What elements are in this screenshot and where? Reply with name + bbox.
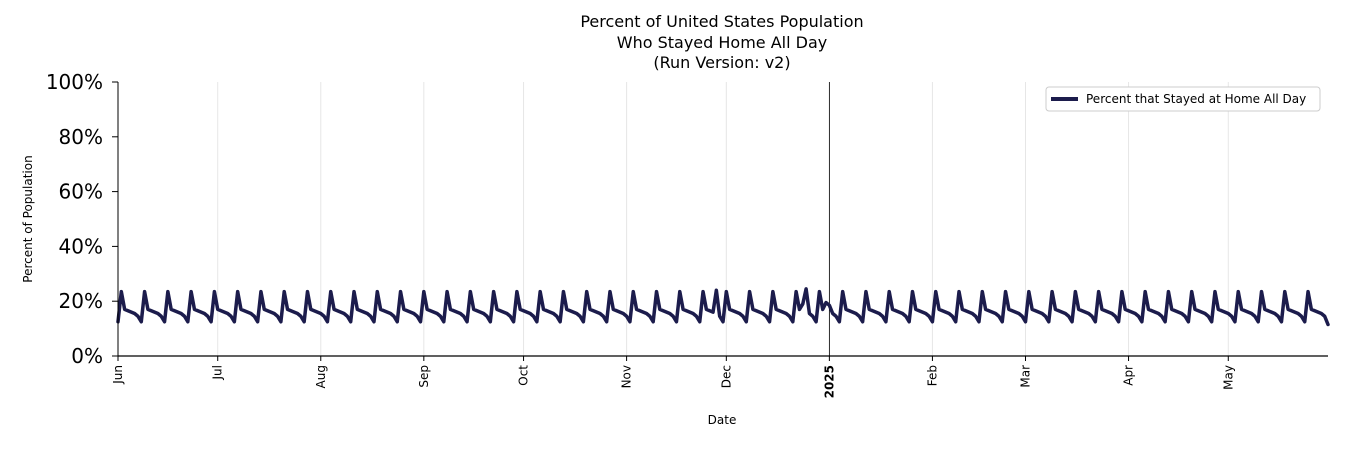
x-tick-label: Nov bbox=[620, 365, 634, 388]
x-tick-label: Feb bbox=[925, 365, 939, 386]
x-tick-label: Oct bbox=[517, 365, 531, 386]
x-tick-label: Aug bbox=[314, 365, 328, 388]
x-tick-label: Jul bbox=[211, 365, 225, 380]
x-tick-label: Dec bbox=[719, 365, 733, 388]
x-tick-label: Sep bbox=[417, 365, 431, 388]
legend-box bbox=[1045, 86, 1321, 112]
x-ticks: Jun Jul Aug Sep Oct Nov Dec 2025 Feb Mar Apr May bbox=[111, 356, 1235, 398]
y-tick-label: 0% bbox=[71, 344, 103, 368]
y-ticks: 0% 20% 40% 60% 80% 100% bbox=[46, 70, 118, 368]
series-line bbox=[116, 287, 1330, 327]
chart-title-line-3: (Run Version: v2) bbox=[653, 53, 790, 72]
y-tick-label: 20% bbox=[59, 289, 103, 313]
legend: Percent that Stayed at Home All Day bbox=[1045, 86, 1321, 112]
legend-label: Percent that Stayed at Home All Day bbox=[1086, 92, 1306, 106]
chart-title: Percent of United States Population Who … bbox=[580, 12, 863, 72]
x-tick-label: May bbox=[1221, 365, 1235, 390]
axes bbox=[117, 82, 1328, 357]
x-tick-label: 2025 bbox=[822, 365, 836, 398]
x-tick-label: Apr bbox=[1122, 365, 1136, 386]
y-tick-label: 100% bbox=[46, 70, 103, 94]
series-group bbox=[116, 287, 1330, 327]
x-tick-label: Jun bbox=[111, 365, 125, 385]
y-axis-label: Percent of Population bbox=[21, 155, 35, 282]
chart-title-line-1: Percent of United States Population bbox=[580, 12, 863, 31]
y-tick-label: 40% bbox=[59, 234, 103, 258]
x-tick-label: Mar bbox=[1019, 365, 1033, 388]
chart-title-line-2: Who Stayed Home All Day bbox=[617, 33, 827, 52]
x-axis-label: Date bbox=[708, 413, 737, 427]
y-tick-label: 60% bbox=[59, 180, 103, 204]
y-tick-label: 80% bbox=[59, 125, 103, 149]
